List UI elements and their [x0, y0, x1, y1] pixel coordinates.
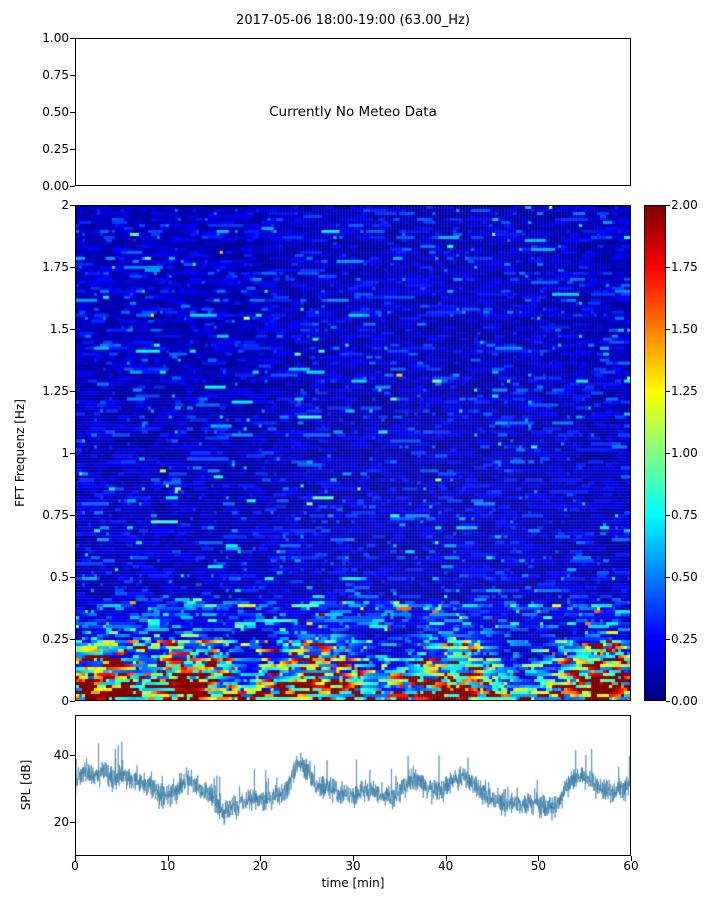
tick-label: 2 — [61, 198, 69, 212]
tick-label: 0.25 — [42, 142, 69, 156]
tick-mark — [666, 639, 670, 640]
tick-label: 40 — [53, 748, 69, 763]
tick-label: 0.50 — [671, 570, 698, 584]
tick-label: 60 — [623, 859, 639, 873]
tick-mark — [666, 515, 670, 516]
tick-mark — [260, 856, 262, 861]
tick-label: 0.00 — [42, 179, 69, 193]
tick-mark — [75, 856, 76, 861]
tick-mark — [666, 205, 670, 206]
tick-mark — [70, 639, 75, 640]
tick-mark — [631, 856, 632, 861]
tick-label: 1.00 — [671, 446, 698, 460]
tick-label: 0.75 — [42, 68, 69, 82]
tick-mark — [666, 267, 670, 268]
tick-mark — [666, 577, 670, 578]
tick-label: 30 — [345, 859, 361, 873]
tick-mark — [70, 205, 75, 206]
tick-mark — [353, 856, 354, 861]
tick-label: 40 — [438, 859, 454, 873]
meteo-panel: Currently No Meteo Data — [75, 38, 631, 186]
spectrogram-panel — [75, 205, 631, 701]
tick-mark — [70, 112, 75, 113]
spl-panel — [75, 715, 631, 856]
tick-mark — [666, 701, 670, 702]
tick-mark — [70, 515, 75, 516]
tick-label: 20 — [252, 859, 268, 873]
tick-mark — [445, 856, 447, 861]
tick-label: 2.00 — [671, 198, 698, 212]
tick-mark — [70, 38, 75, 39]
tick-label: 1 — [61, 446, 69, 460]
spectrogram-heatmap — [76, 206, 630, 700]
tick-label: 0 — [61, 694, 69, 708]
colorbar — [644, 205, 666, 701]
tick-mark — [666, 391, 670, 392]
tick-label: 0 — [71, 859, 79, 873]
tick-label: 0.25 — [671, 632, 698, 646]
tick-label: 0.75 — [42, 508, 69, 522]
tick-label: 50 — [530, 859, 546, 873]
tick-label: 20 — [53, 815, 69, 830]
tick-mark — [70, 329, 75, 330]
tick-label: 0.50 — [42, 105, 69, 119]
x-axis-label: time [min] — [321, 876, 385, 890]
tick-mark — [70, 391, 75, 392]
tick-label: 0.5 — [49, 570, 69, 584]
tick-mark — [666, 453, 670, 454]
figure-title: 2017-05-06 18:00-19:00 (63.00_Hz) — [236, 13, 470, 28]
tick-label: 0.00 — [671, 694, 698, 708]
colorbar-gradient — [645, 206, 665, 700]
tick-label: 1.25 — [671, 384, 698, 398]
tick-label: 1.75 — [671, 260, 698, 274]
tick-mark — [70, 186, 75, 187]
tick-label: 1.25 — [42, 384, 69, 398]
tick-mark — [70, 755, 75, 757]
tick-label: 1.50 — [671, 322, 698, 336]
tick-mark — [70, 701, 75, 702]
tick-label: 1.5 — [49, 322, 69, 336]
spl-y-axis-label: SPL [dB] — [19, 759, 33, 811]
tick-mark — [70, 267, 75, 268]
tick-mark — [167, 856, 169, 861]
tick-label: 1.75 — [42, 260, 69, 274]
spl-line-plot — [76, 716, 630, 855]
tick-mark — [538, 856, 540, 861]
tick-label: 10 — [160, 859, 176, 873]
tick-mark — [70, 453, 75, 454]
tick-mark — [666, 329, 670, 330]
no-meteo-data-message: Currently No Meteo Data — [269, 104, 437, 120]
tick-mark — [70, 75, 75, 76]
tick-label: 0.75 — [671, 508, 698, 522]
tick-mark — [70, 577, 75, 578]
tick-mark — [70, 822, 75, 824]
tick-label: 1.00 — [42, 31, 69, 45]
tick-label: 0.25 — [42, 632, 69, 646]
tick-mark — [70, 149, 75, 150]
